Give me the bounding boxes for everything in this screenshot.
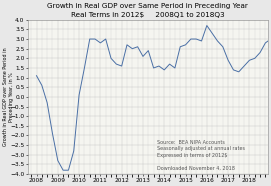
Title: Growth in Real GDP over Same Period in Preceding Year
Real Terms in 2012$     20: Growth in Real GDP over Same Period in P…: [47, 4, 248, 18]
Text: Source:  BEA NIPA Accounts
Seasonally adjusted at annual rates
Expressed in term: Source: BEA NIPA Accounts Seasonally adj…: [157, 140, 245, 171]
Y-axis label: Growth in Real GDP over Same Period in
Preceding Year, in %: Growth in Real GDP over Same Period in P…: [4, 48, 14, 146]
